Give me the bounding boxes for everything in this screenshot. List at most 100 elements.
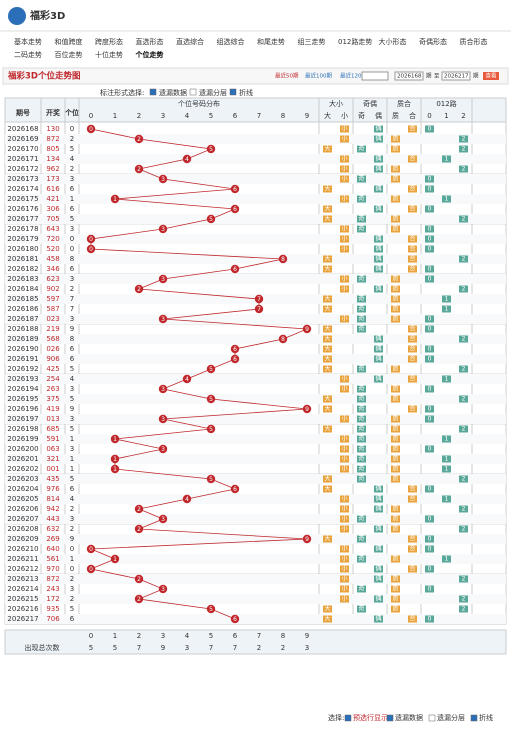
nav-link[interactable]: 二码走势 [14, 50, 42, 59]
nav-link[interactable]: 大小形态 [379, 37, 407, 46]
nav-link[interactable]: 十位走势 [95, 50, 123, 59]
attr-mark [408, 405, 417, 413]
attr-text: 偶 [375, 495, 381, 503]
attr-text: 奇 [358, 415, 364, 423]
ones: 6 [70, 615, 75, 623]
attr-mark [374, 545, 383, 553]
checkbox[interactable] [428, 714, 436, 722]
nav-link[interactable]: 组选综合 [217, 37, 245, 46]
attr-mark [425, 265, 434, 273]
checkbox[interactable] [229, 88, 237, 96]
attr-mark [374, 375, 383, 383]
attr-mark [459, 575, 468, 583]
recent-link[interactable]: 最近50期 [275, 72, 299, 80]
checkbox[interactable] [189, 88, 197, 96]
ball-text: 2 [137, 166, 141, 173]
nav-link[interactable]: 直选形态 [136, 37, 164, 46]
attr-text: 合 [409, 355, 415, 363]
ball-text: 2 [137, 136, 141, 143]
attr-mark [323, 485, 332, 493]
attr-text: 小 [341, 375, 347, 383]
attr-mark [425, 585, 434, 593]
attr-mark [425, 545, 434, 553]
logo: 福彩3D [29, 9, 65, 22]
attr-mark [425, 565, 434, 573]
ball [86, 244, 96, 254]
attr-text: 0 [428, 566, 432, 573]
attr-mark [340, 235, 349, 243]
attr-mark [459, 395, 468, 403]
number: 814 [46, 495, 60, 503]
attr-text: 小 [341, 125, 347, 133]
issue: 2026201 [7, 455, 38, 463]
attr-text: 偶 [375, 135, 381, 143]
nav-link[interactable]: 奇偶形态 [419, 37, 447, 46]
nav-link[interactable]: 基本走势 [14, 37, 42, 46]
ones: 3 [70, 315, 74, 323]
nav-link[interactable]: 组三走势 [298, 37, 326, 46]
attr-text: 小 [341, 575, 347, 583]
row-bg [5, 594, 506, 604]
recent-link[interactable]: 最近100期 [305, 72, 332, 80]
ball [182, 154, 192, 164]
attr-mark [323, 295, 332, 303]
attr-text: 奇 [358, 315, 364, 323]
checkbox[interactable] [344, 714, 352, 722]
attr-mark [357, 225, 366, 233]
attr-mark [425, 485, 434, 493]
attr-text: 质 [392, 605, 398, 613]
button-text[interactable]: 查看 [485, 72, 497, 80]
nav-link[interactable]: 百位走势 [55, 50, 83, 59]
attr-text: 小 [341, 165, 347, 173]
ball [86, 124, 96, 134]
input[interactable] [394, 71, 424, 81]
ones: 2 [70, 165, 74, 173]
attr-text: 0 [428, 206, 432, 213]
attr-mark [391, 575, 400, 583]
recent-link[interactable]: 最近120期 [340, 72, 367, 80]
select[interactable] [361, 71, 389, 81]
nav-link[interactable]: 和尾走势 [257, 37, 285, 46]
ball-text: 5 [209, 366, 213, 373]
attr-text: 质 [392, 145, 398, 153]
attr-mark [340, 445, 349, 453]
attr-mark [408, 125, 417, 133]
ball [254, 294, 264, 304]
row-bg [5, 494, 506, 504]
row-bg [5, 154, 506, 164]
attr-mark [408, 325, 417, 333]
attr-text: 质 [392, 225, 398, 233]
nav-link[interactable]: 012路走势 [338, 37, 372, 46]
number: 346 [46, 265, 60, 273]
number: 902 [46, 285, 59, 293]
row-bg [5, 314, 506, 324]
attr-text: 1 [445, 376, 449, 383]
issue: 2026197 [7, 415, 38, 423]
attr-mark [340, 565, 349, 573]
nav-link[interactable]: 跨度形态 [95, 37, 123, 46]
nav-link[interactable]: 质合形态 [460, 37, 488, 46]
attr-text: 大 [324, 145, 330, 153]
checkbox[interactable] [470, 714, 478, 722]
attr-mark [425, 535, 434, 543]
checkbox[interactable] [149, 88, 157, 96]
attr-text: 小 [341, 555, 347, 563]
nav-link[interactable]: 直选综合 [176, 37, 204, 46]
nav-link[interactable]: 和值跨度 [55, 37, 83, 46]
attr-mark [425, 615, 434, 623]
issue: 2026195 [7, 395, 38, 403]
button[interactable] [483, 72, 499, 80]
attr-mark [357, 305, 366, 313]
checkbox[interactable] [386, 714, 394, 722]
ball [302, 404, 312, 414]
attr-mark [442, 295, 451, 303]
nav-link[interactable]: 个位走势 [135, 50, 164, 59]
ball-text: 9 [305, 406, 309, 413]
attr-text: 奇 [358, 455, 364, 463]
attr-header: 大 [324, 111, 331, 120]
attr-mark [425, 125, 434, 133]
ones: 2 [70, 285, 74, 293]
ones: 2 [70, 575, 74, 583]
input[interactable] [441, 71, 471, 81]
attr-text: 小 [341, 465, 347, 473]
